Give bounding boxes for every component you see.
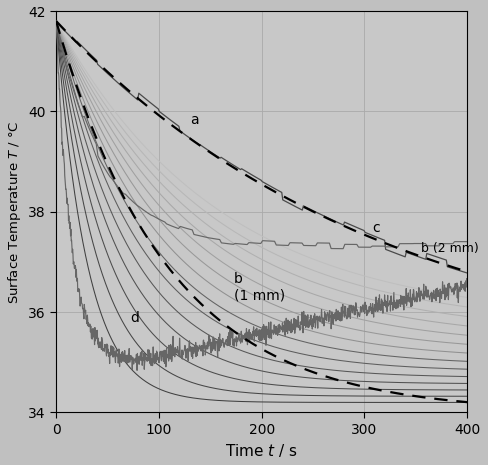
Text: b
(1 mm): b (1 mm): [234, 272, 285, 303]
Text: b (2 mm): b (2 mm): [421, 242, 479, 255]
Y-axis label: Surface Temperature $T$ / °C: Surface Temperature $T$ / °C: [5, 120, 22, 304]
X-axis label: Time $t$ / s: Time $t$ / s: [225, 442, 298, 459]
Text: a: a: [190, 113, 199, 127]
Text: d: d: [130, 311, 139, 325]
Text: c: c: [373, 221, 380, 235]
